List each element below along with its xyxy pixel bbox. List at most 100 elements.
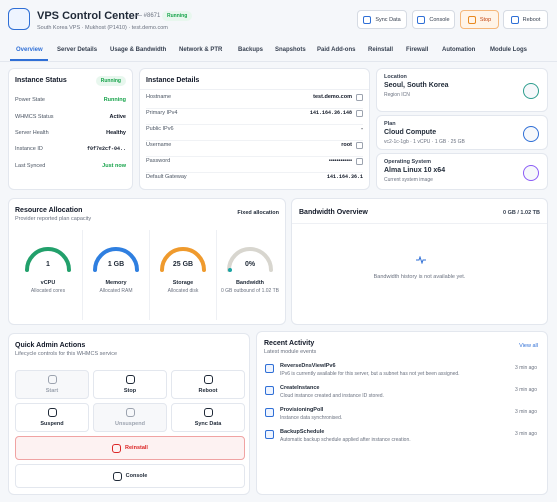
tab[interactable]: Usage & Bandwidth [110,47,167,53]
tab[interactable]: Firewall [406,47,429,53]
resource-sub: Allocated cores [30,288,66,294]
tab[interactable]: Snapshots [275,47,306,53]
detail-row: Hostname test.demo.com [146,94,363,109]
activity-time: 3 min ago [515,387,537,393]
button-icon [417,15,426,24]
activity-time: 3 min ago [515,365,537,371]
card-label: Operating System [384,159,432,165]
tab[interactable]: Overview [16,47,43,53]
card-subtitle: Latest module events [264,349,317,355]
button-icon [363,15,372,24]
header-button[interactable]: Console [412,10,455,29]
copy-button[interactable] [356,142,363,149]
activity-name: CreateInstance [280,385,320,391]
resource-cell: 1 GB Memory Allocated RAM [82,230,148,320]
tab[interactable]: Automation [442,47,476,53]
button-label: Sync Data [375,16,401,23]
status-badge: Running [95,76,126,86]
resource-label: Storage [172,280,194,286]
card-title: Resource Allocation [15,207,83,214]
header-button[interactable]: Stop [460,10,499,29]
tab[interactable]: Server Details [57,47,98,53]
resource-label: vCPU [40,280,56,286]
copy-button[interactable] [356,158,363,165]
row-value: test.demo.com [313,94,352,100]
button-label: Start [45,388,59,394]
row-value-wrap: test.demo.com [313,94,363,108]
header-button[interactable]: Sync Data [357,10,407,29]
activity-text: Cloud instance created and instance ID s… [280,393,384,399]
activity-item: ProvisioningPoll Instance data synchronis… [263,405,541,425]
resource-cell: 1 vCPU Allocated cores [15,230,81,320]
plan-card: Plan Cloud Compute vc2-1c-1gb · 1 vCPU · 1… [376,115,548,150]
button-icon [112,471,122,481]
app-icon [8,8,30,30]
status-row: Instance ID f0f7e2cf-04.. [15,146,126,152]
activity-icon [265,386,274,395]
action-button[interactable]: Suspend [15,403,89,432]
card-title: Bandwidth Overview [299,209,368,216]
tab[interactable]: Module Logs [490,47,527,53]
button-label: Suspend [40,421,64,427]
tab[interactable]: Backups [238,47,264,53]
button-label: Reboot [198,388,218,394]
button-icon [125,408,135,417]
action-button[interactable]: Reboot [171,370,245,399]
location-card: Location Seoul, South Korea Region ICN [376,68,548,112]
resource-card: Resource Allocation Provider reported pl… [8,198,286,325]
action-button[interactable]: Reinstall [15,436,245,460]
action-button[interactable]: Stop [93,370,167,399]
header-button[interactable]: Reboot [503,10,548,29]
activity-text: Instance data synchronised. [280,415,343,421]
activity-icon [265,430,274,439]
detail-row: Primary IPv4 141.164.36.148 [146,110,363,125]
action-button[interactable]: Console [15,464,245,488]
row-value-wrap: - [361,126,363,140]
card-sub: Region ICN [384,92,410,98]
button-icon [125,375,135,384]
activity-name: ProvisioningPoll [280,407,324,413]
detail-row: Password •••••••••••• [146,158,363,173]
card-title: Instance Details [146,77,200,84]
row-value-wrap: 141.164.36.148 [310,110,363,124]
activity-text: Automatic backup schedule applied after … [280,437,411,443]
tab[interactable]: Reinstall [368,47,394,53]
active-tab-indicator [10,59,48,61]
gauge [25,247,71,272]
card-icon [523,83,539,99]
os-card: Operating System Alma Linux 10 x64 Current… [376,153,548,190]
activity-icon [265,364,274,373]
row-value-wrap: 141.164.36.1 [327,174,363,189]
action-button[interactable]: Sync Data [171,403,245,432]
row-label: Last Synced [15,163,46,169]
button-icon [112,443,122,453]
tab[interactable]: Network & PTR [179,47,223,53]
card-title: Recent Activity [264,340,315,347]
button-icon [47,408,57,417]
resource-label: Memory [105,280,127,286]
resource-value: 1 [46,261,50,268]
copy-button[interactable] [356,94,363,101]
allocation-badge: Fixed allocation [237,210,279,216]
row-value-wrap: •••••••••••• [329,158,363,172]
resource-cell: 25 GB Storage Allocated disk [149,230,215,320]
resource-sub: 0 GB outbound of 1.02 TB [220,288,279,294]
resource-cell: 0% Bandwidth 0 GB outbound of 1.02 TB [216,230,282,320]
row-value-wrap: root [341,142,363,156]
row-label: Hostname [146,94,172,100]
divider [140,89,369,90]
card-title: Instance Status [15,77,67,84]
copy-button[interactable] [356,110,363,117]
row-value: Just now [102,163,126,169]
tab[interactable]: Paid Add-ons [317,47,356,53]
resource-value: 25 GB [172,261,194,268]
card-label: Location [384,74,407,80]
card-value: Cloud Compute [384,129,437,136]
row-value: Active [109,114,126,120]
view-all-link[interactable]: View all [519,343,538,349]
action-button[interactable]: Start [15,370,89,399]
card-icon [523,164,539,181]
action-button[interactable]: Unsuspend [93,403,167,432]
bandwidth-usage: 0 GB / 1.02 TB [503,210,540,216]
resource-sub: Allocated RAM [99,288,133,294]
